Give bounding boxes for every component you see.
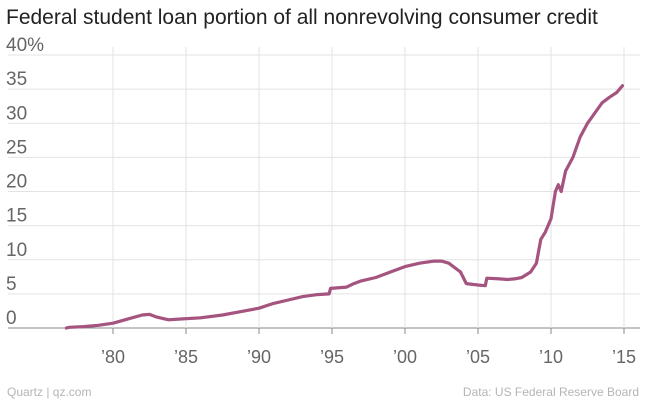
- y-tick-label: 10: [6, 240, 27, 261]
- x-tick-label: ’15: [612, 347, 636, 367]
- y-tick-label: 0: [6, 308, 17, 329]
- y-axis-ticks: 0 5 10 15 20 25 30 35 40%: [6, 35, 44, 329]
- y-tick-label: 25: [6, 137, 27, 158]
- x-tick-label: ’00: [393, 347, 417, 367]
- series-line: [64, 84, 625, 330]
- x-tick-label: ’95: [320, 347, 344, 367]
- y-tick-label: 35: [6, 69, 27, 90]
- x-tick-label: ’10: [539, 347, 563, 367]
- x-tick-label: ’05: [466, 347, 490, 367]
- y-tick-label: 15: [6, 206, 27, 227]
- y-tick-label: 20: [6, 172, 27, 193]
- x-tick-label: ’90: [247, 347, 271, 367]
- x-tick-label: ’80: [101, 347, 125, 367]
- series-group: [64, 84, 625, 330]
- x-axis-ticks: ’80 ’85 ’90 ’95 ’00 ’05 ’10 ’15: [101, 328, 636, 367]
- y-tick-label: 40%: [6, 35, 44, 56]
- y-tick-label: 30: [6, 103, 27, 124]
- y-tick-label: 5: [6, 274, 17, 295]
- x-tick-label: ’85: [174, 347, 198, 367]
- chart-title: Federal student loan portion of all nonr…: [6, 6, 598, 29]
- grid-lines: [8, 47, 640, 329]
- footer-source: Quartz | qz.com: [7, 385, 92, 399]
- footer-credit: Data: US Federal Reserve Board: [462, 385, 639, 399]
